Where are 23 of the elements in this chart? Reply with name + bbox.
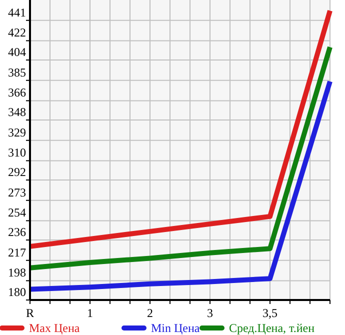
y-tick-label: 366 <box>8 86 26 100</box>
x-tick-label: 2 <box>147 306 153 320</box>
y-tick-label: 404 <box>8 45 26 59</box>
y-tick-label: 329 <box>8 125 26 140</box>
y-tick-label: 292 <box>8 165 26 179</box>
x-tick-label: 3,5 <box>262 306 278 320</box>
x-tick-label: R <box>26 306 34 320</box>
y-tick-label: 254 <box>8 206 26 220</box>
legend-label: Min Цена <box>151 321 200 335</box>
y-tick-label: 180 <box>8 285 26 299</box>
y-tick-label: 273 <box>8 185 26 200</box>
y-tick-label: 236 <box>8 225 26 239</box>
y-tick-label: 422 <box>8 26 26 40</box>
y-tick-label: 385 <box>8 65 26 80</box>
y-tick-label: 198 <box>8 266 26 280</box>
y-tick-label: 310 <box>8 146 26 160</box>
y-tick-label: 441 <box>8 5 26 20</box>
y-tick-label: 217 <box>8 245 26 260</box>
y-tick-label: 348 <box>8 105 26 119</box>
x-tick-label: 3 <box>207 306 213 320</box>
legend-label: Max Цена <box>29 321 80 335</box>
legend-label: Сред.Цена, т.йен <box>229 321 316 335</box>
x-tick-label: 1 <box>87 306 93 320</box>
